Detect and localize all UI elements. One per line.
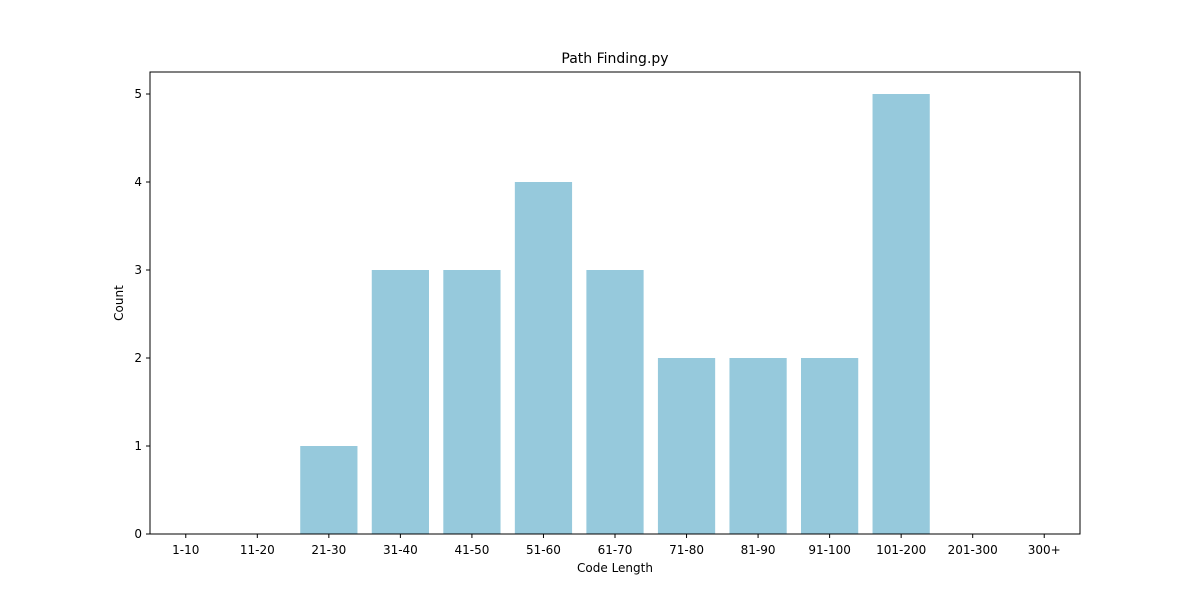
bar-91-100 [801, 358, 859, 534]
y-axis-title: Count [112, 285, 126, 321]
x-tick-label: 1-10 [172, 543, 199, 557]
x-tick-label: 41-50 [454, 543, 489, 557]
bar-21-30 [300, 446, 358, 534]
x-tick-label: 61-70 [598, 543, 633, 557]
x-axis-title: Code Length [577, 561, 653, 575]
x-tick-label: 11-20 [240, 543, 275, 557]
x-tick-label: 101-200 [876, 543, 926, 557]
bar-61-70 [586, 270, 644, 534]
bar-81-90 [729, 358, 787, 534]
chart-title: Path Finding.py [561, 51, 668, 67]
y-axis: 0 1 2 3 4 5 [134, 87, 150, 541]
bars-group [300, 94, 930, 534]
bar-41-50 [443, 270, 501, 534]
bar-31-40 [371, 270, 429, 534]
x-tick-label: 81-90 [741, 543, 776, 557]
x-tick-label: 21-30 [311, 543, 346, 557]
x-tick-label: 201-300 [948, 543, 998, 557]
x-tick-label: 91-100 [808, 543, 851, 557]
y-tick-label: 1 [134, 439, 142, 453]
x-axis: 1-10 11-20 21-30 31-40 41-50 51-60 61-70 71-80 8… [172, 534, 1061, 557]
bar-51-60 [514, 182, 573, 534]
x-tick-label: 300+ [1028, 543, 1061, 557]
y-tick-label: 3 [134, 263, 142, 277]
x-tick-label: 51-60 [526, 543, 561, 557]
y-tick-label: 0 [134, 527, 142, 541]
y-tick-label: 2 [134, 351, 142, 365]
bar-71-80 [657, 358, 716, 534]
y-tick-label: 4 [134, 175, 142, 189]
x-tick-label: 31-40 [383, 543, 418, 557]
y-tick-label: 5 [134, 87, 142, 101]
x-tick-label: 71-80 [669, 543, 704, 557]
bar-101-200 [872, 94, 930, 534]
